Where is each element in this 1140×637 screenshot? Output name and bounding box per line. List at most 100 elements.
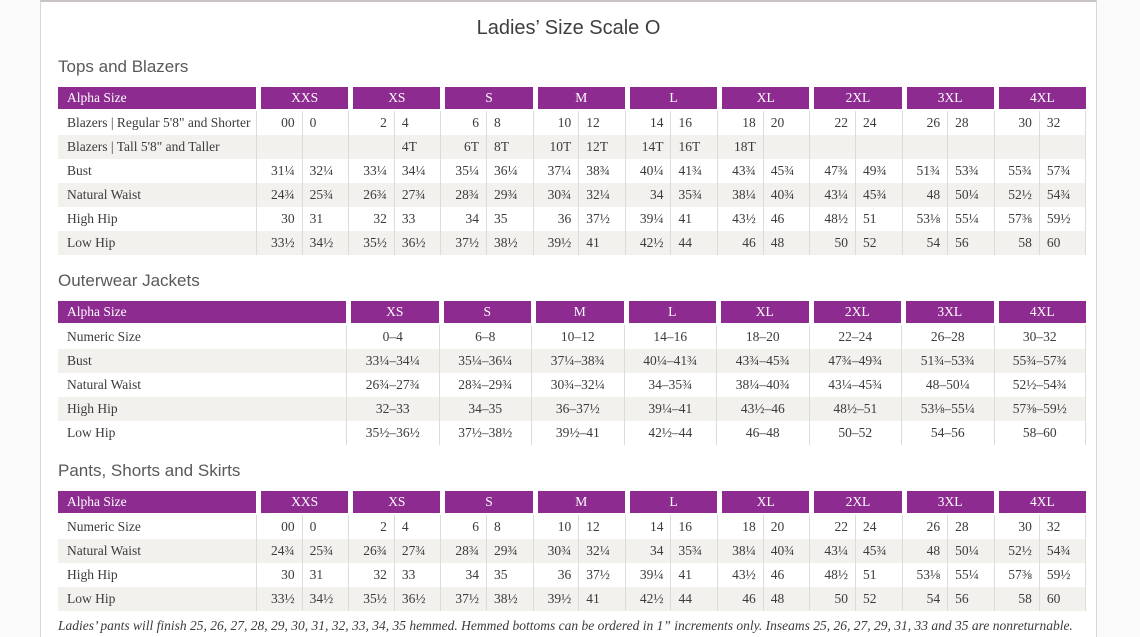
size-cell: 39¼ 41 [624,207,717,231]
size-value: 43½ [718,563,764,587]
size-cell: 48–50¼ [901,373,994,397]
size-cell: 30¾ 32¼ [532,539,625,563]
size-cell: 30¾ 32¼ [532,183,625,207]
size-value: 36¼ [494,163,518,178]
alpha-size-header: Alpha Size [58,87,256,109]
size-value: 34½ [309,591,334,606]
size-value: 34 [441,563,488,587]
size-value: 46 [770,211,785,226]
size-cell: 36–37½ [531,397,624,421]
size-value [303,135,349,159]
size-value: 28 [955,519,969,534]
size-cell: 43¼ 45¾ [809,183,901,207]
size-value: 38¼ [718,183,764,207]
size-cell: 39¼–41 [623,397,717,421]
size-value: 39½ [534,231,580,255]
size-cell: 26¾ 27¾ [348,539,440,563]
size-value: 6T [441,135,488,159]
size-cell: 46 48 [717,231,809,255]
size-column-header: L [623,301,716,323]
size-value: 36½ [401,235,426,250]
size-value: 40¾ [770,543,795,558]
size-value: 33 [401,567,416,582]
row-label: Bust [67,163,92,178]
size-value: 4T [401,139,417,154]
size-column-header: 2XL [808,301,901,323]
size-value [257,135,303,159]
size-value: 38½ [494,235,518,250]
size-value: 46 [770,567,785,582]
row-label: Natural Waist [67,377,142,392]
size-cell: 55¾–57¾ [993,349,1086,373]
size-cell: 35½ 36½ [348,587,440,611]
size-cell: 33¼–34¼ [346,349,439,373]
size-value: 37½ [586,211,610,226]
size-cell: 26 28 [901,111,994,135]
size-cell: 42½–44 [623,421,717,445]
footnote: Ladies’ pants will finish 25, 26, 27, 28… [58,618,1073,633]
size-value: 50¼ [955,543,979,558]
size-cell: 18–20 [716,325,809,349]
size-value: 41 [678,567,692,582]
size-value: 18T [718,135,764,159]
size-value: 30¾ [534,183,580,207]
size-value: 60 [1046,591,1061,606]
size-cell: 51¾ 53¾ [901,159,994,183]
size-cell: 18 20 [717,111,809,135]
table-row: Natural Waist 24¾ 25¾ 26¾ 27¾ 28¾ 29¾ 30¾ 32¼ 34 3… [58,539,1086,563]
size-column-header: M [532,491,625,513]
size-value: 14 [626,515,672,539]
section-outerwear-jackets: Outerwear Jackets Alpha Size XS S M L XL 2XL 3XL… [41,270,1096,445]
size-cell: 42½ 44 [624,587,717,611]
size-cell: 52½ 54¾ [993,183,1086,207]
table-row: Bust 33¼–34¼ 35¼–36¼ 37¼–38¾ 40¼–41¾ 43¾–45¾ 4… [58,349,1086,373]
size-value: 30 [995,515,1040,539]
size-cell: 26 28 [901,515,994,539]
size-value: 35¼ [441,159,488,183]
size-value: 29¾ [494,187,518,202]
size-value: 56 [955,235,969,250]
size-column-header: XXS [256,491,349,513]
size-value: 40¼ [626,159,672,183]
size-value: 57⅜ [995,207,1040,231]
table-row: Natural Waist 26¾–27¾ 28¾–29¾ 30¾–32¼ 34–35¾… [58,373,1086,397]
size-value: 12 [586,115,600,130]
size-value: 38½ [494,591,518,606]
size-value: 32 [1046,115,1061,130]
size-column-header: XL [716,301,809,323]
size-cell: 32 33 [348,563,440,587]
size-value: 58 [995,231,1040,255]
size-value [1040,135,1085,159]
size-column-header: L [624,491,718,513]
size-cell: 57⅜ 59½ [993,563,1086,587]
size-cell [809,135,901,159]
size-value: 24¾ [257,539,303,563]
size-cell: 47¾ 49¾ [809,159,901,183]
row-label: High Hip [67,401,118,416]
size-value: 48 [903,539,949,563]
size-value: 8 [494,115,501,130]
size-value: 30 [257,207,303,231]
page-title: Ladies’ Size Scale O [476,17,661,39]
size-cell: 57⅜–59½ [993,397,1086,421]
size-value: 37½ [586,567,610,582]
size-value: 51¾ [903,159,949,183]
size-cell: 35¼–36¼ [438,349,532,373]
size-cell: 43½ 46 [717,563,809,587]
table-row: Blazers | Tall 5'8" and Taller 4T 6T 8T 10T 1… [58,135,1086,159]
size-value: 45¾ [862,543,887,558]
size-value: 38¾ [586,163,610,178]
size-cell: 48½–51 [808,397,902,421]
row-label: High Hip [67,567,118,582]
size-value: 0 [309,115,317,130]
size-cell: 33½ 34½ [256,231,348,255]
size-value: 54¾ [1046,543,1071,558]
alpha-size-header: Alpha Size [58,301,346,323]
section-tops-and-blazers: Tops and Blazers Alpha Size XXS XS S M L XL 2XL 3… [41,56,1096,255]
size-column-header: S [440,87,533,109]
table-row: High Hip 30 31 32 33 34 35 36 37½ 39¼ 41 43½ 46 48½ 51… [58,563,1086,587]
row-label: High Hip [67,211,118,226]
size-value: 46 [718,587,764,611]
size-value: 42½ [626,587,672,611]
alpha-size-header: Alpha Size [58,491,256,513]
